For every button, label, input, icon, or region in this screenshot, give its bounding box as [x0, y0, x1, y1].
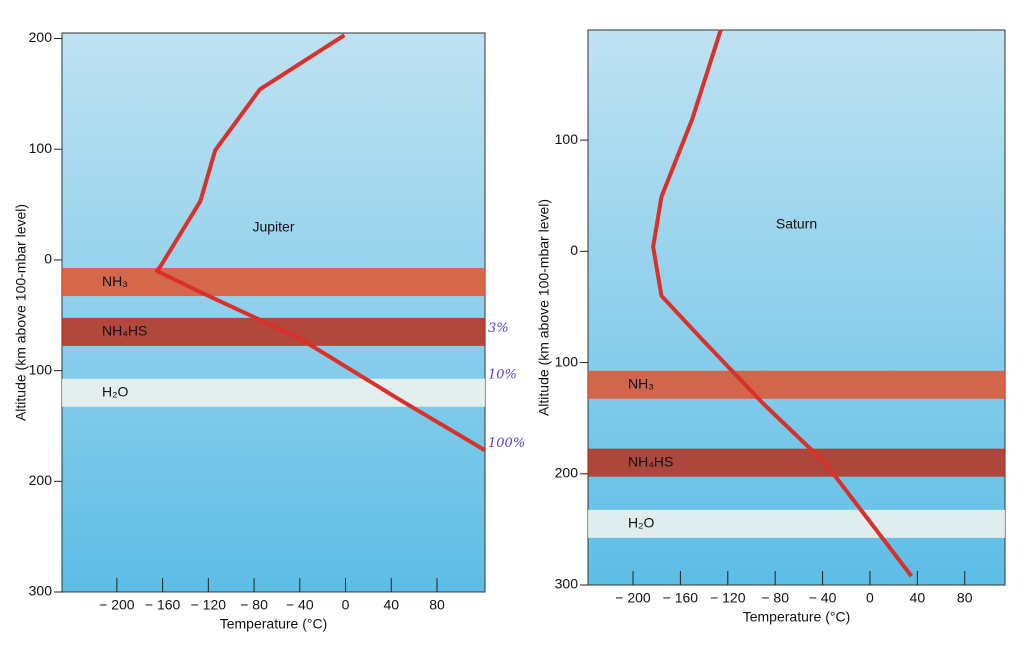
- x-tick-label: − 120: [710, 590, 746, 606]
- layer-label: H₂O: [628, 515, 655, 531]
- x-tick-label: − 80: [761, 590, 789, 606]
- cloud-layer: [588, 509, 1005, 538]
- cloud-layer: [62, 317, 485, 346]
- planet-label: Jupiter: [252, 219, 294, 235]
- y-tick-label: 100: [29, 361, 53, 377]
- y-axis-label: Altitude (km above 100-mbar level): [536, 199, 552, 416]
- x-tick-label: 40: [383, 597, 399, 613]
- temperature-profile: [154, 33, 487, 453]
- y-tick-label: 0: [570, 242, 578, 258]
- layer-label: NH₄HS: [628, 453, 673, 469]
- y-axis-label: Altitude (km above 100-mbar level): [13, 204, 29, 421]
- x-tick-label: 40: [910, 590, 926, 606]
- x-axis-label: Temperature (°C): [743, 609, 851, 625]
- handwritten-note: 3%: [488, 321, 509, 336]
- y-tick-label: 200: [29, 472, 53, 488]
- cloud-layer: [588, 370, 1005, 399]
- y-tick-label: 100: [29, 140, 53, 156]
- x-tick-label: − 160: [663, 590, 699, 606]
- y-tick-label: 100: [555, 131, 579, 147]
- x-tick-label: − 200: [99, 597, 135, 613]
- handwritten-note: 10%: [488, 368, 517, 383]
- x-tick-label: 80: [957, 590, 973, 606]
- x-tick-label: − 200: [615, 590, 651, 606]
- cloud-layer: [62, 378, 485, 407]
- x-tick-label: − 160: [145, 597, 181, 613]
- x-tick-label: − 120: [191, 597, 227, 613]
- y-tick-label: 100: [555, 353, 579, 369]
- x-tick-label: − 40: [809, 590, 837, 606]
- y-tick-label: 200: [29, 29, 53, 45]
- layer-label: H₂O: [102, 383, 129, 399]
- y-tick-label: 0: [44, 251, 52, 267]
- x-tick-label: 80: [429, 597, 445, 613]
- x-axis-label: Temperature (°C): [220, 616, 328, 632]
- plot-background: [587, 29, 1006, 586]
- y-tick-label: 200: [555, 464, 579, 480]
- planet-label: Saturn: [776, 216, 817, 232]
- cloud-layer: [62, 268, 485, 297]
- handwritten-note: 100%: [488, 436, 525, 451]
- layer-label: NH₃: [628, 376, 654, 392]
- y-tick-label: 300: [29, 583, 53, 599]
- plot-background: [61, 32, 486, 593]
- temperature-profile: [651, 29, 914, 578]
- cloud-layer: [588, 448, 1005, 477]
- layer-label: NH₃: [102, 273, 128, 289]
- x-tick-label: − 40: [286, 597, 314, 613]
- x-tick-label: 0: [342, 597, 350, 613]
- x-tick-label: 0: [866, 590, 874, 606]
- y-tick-label: 300: [555, 576, 579, 592]
- layer-label: NH₄HS: [102, 323, 147, 339]
- x-tick-label: − 80: [240, 597, 268, 613]
